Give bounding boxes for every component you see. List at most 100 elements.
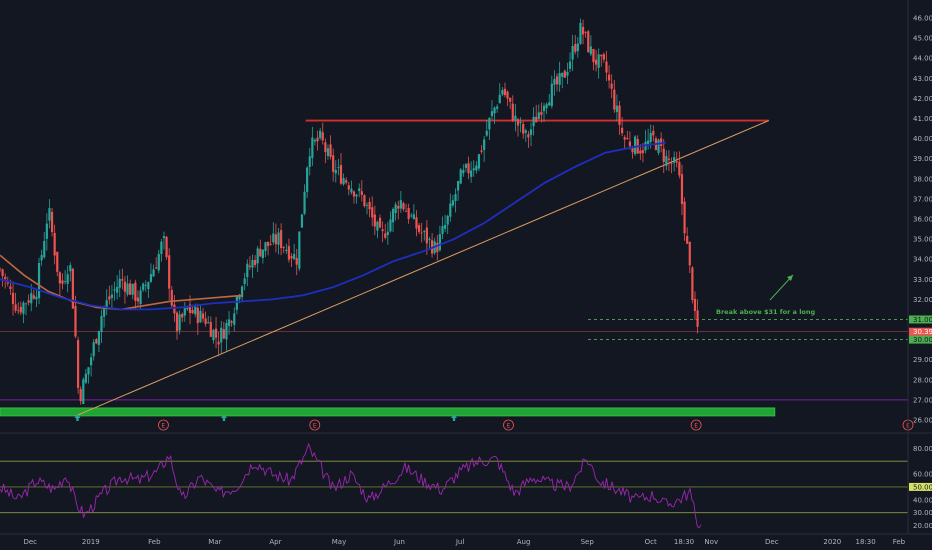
candle-body-214 — [555, 76, 559, 85]
candle-body-9 — [22, 302, 25, 314]
candle-body-25 — [63, 281, 67, 282]
price-tick-label-11: 37.00 — [913, 195, 932, 203]
candle-body-204 — [529, 129, 533, 135]
time-tick-label-3: Mar — [208, 538, 221, 546]
candle-body-151 — [391, 209, 395, 223]
earnings-marker-1 — [309, 419, 321, 431]
candle-body-143 — [371, 207, 374, 218]
candle-body-96 — [248, 265, 251, 268]
candle-body-72 — [186, 307, 189, 310]
time-tick-label-4: Apr — [269, 538, 281, 546]
candle-body-161 — [417, 225, 421, 232]
candle-body-77 — [199, 310, 202, 323]
earnings-marker-label-2: E — [507, 422, 511, 429]
candle-body-75 — [194, 306, 197, 315]
candle-body-263 — [683, 201, 686, 234]
candle-body-208 — [540, 111, 543, 115]
candle-body-83 — [214, 328, 218, 338]
candle-body-218 — [566, 71, 569, 76]
candle-body-188 — [488, 117, 491, 130]
time-tick-label-14: 2020 — [823, 538, 841, 546]
candle-body-87 — [225, 323, 228, 340]
candle-body-146 — [378, 217, 382, 228]
candle-body-242 — [628, 141, 632, 147]
candle-body-193 — [501, 90, 504, 95]
candle-body-191 — [496, 106, 499, 109]
candle-body-129 — [334, 170, 337, 174]
candle-body-168 — [436, 242, 439, 253]
price-axis[interactable]: 26.00 27.00 28.00 29.00 30.00 31.00 32.00 33.00… — [907, 0, 932, 534]
candle-body-138 — [358, 188, 361, 192]
candle-body-34 — [87, 367, 90, 375]
candle-body-225 — [584, 31, 587, 33]
candle-body-260 — [675, 161, 678, 163]
candle-body-126 — [326, 148, 330, 156]
candle-body-98 — [253, 260, 257, 265]
candle-body-28 — [71, 268, 74, 309]
candle-body-158 — [410, 215, 413, 217]
candle-body-114 — [295, 257, 298, 265]
candle-body-131 — [339, 164, 343, 184]
candle-body-250 — [649, 133, 652, 142]
candle-body-249 — [647, 140, 650, 144]
candle-body-192 — [498, 94, 501, 104]
candle-body-213 — [553, 79, 556, 85]
candle-body-219 — [568, 61, 572, 69]
candle-body-109 — [282, 246, 285, 248]
candle-body-12 — [30, 293, 33, 304]
candle-body-212 — [550, 83, 553, 107]
candle-body-257 — [667, 158, 671, 160]
candle-body-186 — [483, 139, 486, 150]
candle-body-136 — [352, 191, 356, 197]
candle-body-108 — [280, 230, 283, 249]
candle-body-48 — [123, 281, 127, 292]
candle-body-198 — [514, 115, 517, 121]
candle-body-69 — [178, 314, 181, 331]
rsi-badge-label-0: 50.00 — [913, 483, 932, 491]
rsi-tick-label-5: 80.00 — [913, 445, 932, 453]
candle-body-18 — [45, 223, 48, 239]
candle-body-258 — [670, 163, 673, 164]
candle-body-46 — [118, 278, 121, 288]
candle-body-165 — [428, 238, 431, 240]
candle-body-199 — [516, 119, 520, 126]
candle-body-157 — [407, 208, 410, 220]
candle-body-105 — [272, 233, 275, 243]
rsi-tick-label-4: 60.00 — [913, 471, 932, 479]
candle-body-222 — [576, 43, 579, 52]
candle-body-16 — [40, 255, 43, 261]
candle-body-195 — [506, 91, 509, 99]
candle-body-170 — [441, 226, 444, 235]
candle-body-244 — [634, 136, 637, 155]
candle-body-201 — [522, 124, 525, 134]
price-pane[interactable]: EEEEE — [0, 18, 932, 434]
time-axis[interactable]: Dec 2019 Feb Mar Apr May Jun Jul Aug Sep Oct 18:30 N… — [23, 538, 905, 546]
time-tick-label-9: Sep — [581, 538, 595, 546]
candle-body-226 — [587, 31, 590, 53]
candle-body-176 — [457, 181, 460, 191]
candle-body-120 — [311, 137, 314, 158]
candle-body-119 — [308, 156, 311, 167]
candle-body-243 — [631, 147, 634, 153]
candle-body-190 — [493, 107, 496, 114]
candle-body-160 — [415, 217, 418, 229]
earnings-marker-3 — [690, 419, 702, 431]
candle-body-26 — [66, 274, 69, 284]
price-badge-1 — [909, 327, 932, 336]
rsi-pane[interactable] — [0, 442, 932, 535]
candle-body-65 — [168, 255, 171, 289]
candle-body-210 — [545, 104, 548, 109]
candle-body-35 — [90, 357, 93, 366]
candle-body-125 — [324, 142, 327, 152]
candle-body-41 — [105, 300, 108, 307]
candle-body-148 — [384, 233, 387, 238]
rsi-tick-label-0: 20.00 — [913, 522, 932, 530]
candle-body-172 — [446, 215, 449, 225]
candle-body-162 — [420, 232, 423, 234]
candle-body-256 — [665, 156, 668, 166]
candle-body-133 — [345, 180, 348, 183]
candle-body-43 — [110, 294, 114, 298]
candle-body-130 — [337, 167, 340, 169]
